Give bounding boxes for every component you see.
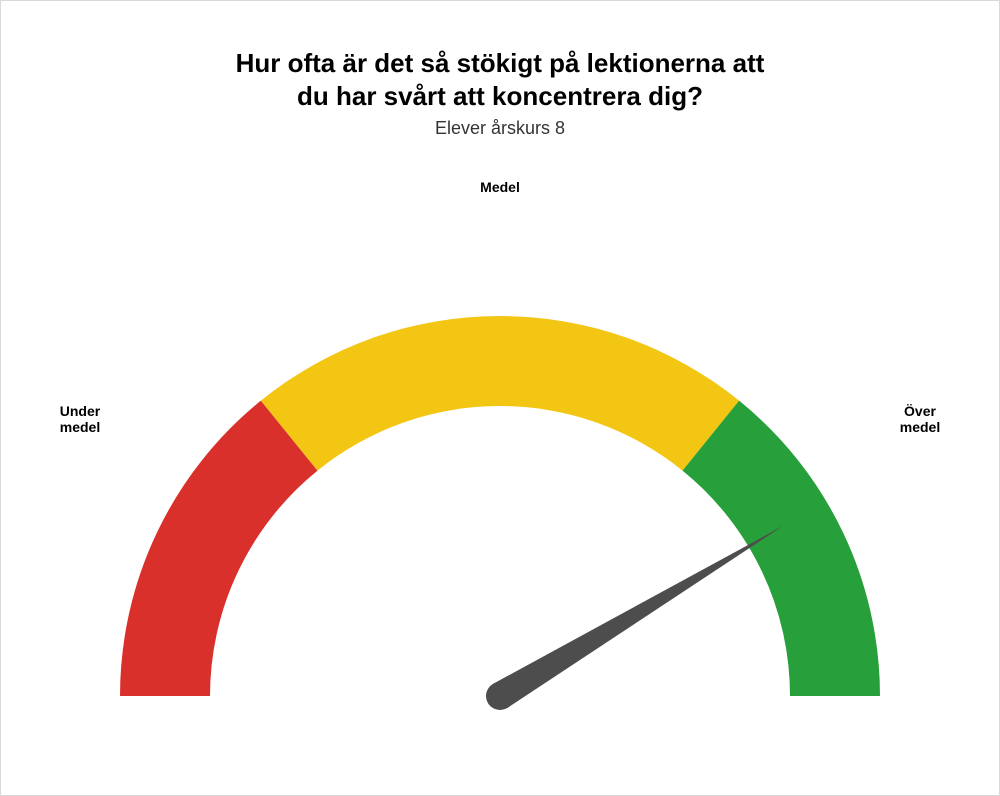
gauge-svg: Undermedel Medel Övermedel xyxy=(30,176,970,736)
chart-subtitle: Elever årskurs 8 xyxy=(1,118,999,139)
gauge-segment-0 xyxy=(120,401,317,696)
gauge-chart: Undermedel Medel Övermedel xyxy=(1,176,999,736)
gauge-segment-2 xyxy=(683,401,880,696)
gauge-segment-label-1: Medel xyxy=(480,179,520,195)
title-line-1: Hur ofta är det så stökigt på lektionern… xyxy=(236,48,765,78)
chart-title: Hur ofta är det så stökigt på lektionern… xyxy=(1,47,999,112)
chart-frame: Hur ofta är det så stökigt på lektionern… xyxy=(0,0,1000,796)
gauge-needle xyxy=(493,526,783,708)
title-block: Hur ofta är det så stökigt på lektionern… xyxy=(1,47,999,139)
title-line-2: du har svårt att koncentrera dig? xyxy=(297,81,703,111)
gauge-segment-1 xyxy=(261,316,739,471)
gauge-segment-label-0: Undermedel xyxy=(60,403,101,435)
gauge-segment-label-2: Övermedel xyxy=(900,403,940,435)
gauge-needle-hub xyxy=(486,682,514,710)
